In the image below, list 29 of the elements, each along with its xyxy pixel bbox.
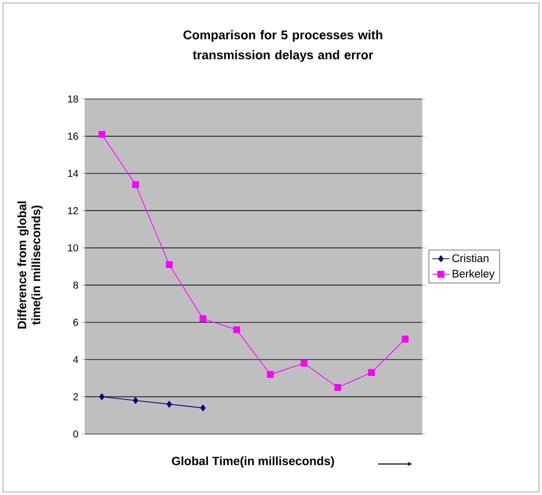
point	[200, 315, 206, 322]
point	[334, 384, 342, 391]
y-tick-label: 18	[68, 95, 78, 103]
point	[166, 400, 172, 408]
point	[300, 360, 308, 367]
chart-title: Comparison for 5 processes with transmission delays and error	[183, 30, 382, 62]
point	[266, 371, 274, 378]
y-tick-label: 16	[68, 132, 78, 140]
y-tick-label: 8	[73, 282, 78, 289]
y-tick-label: 4	[73, 356, 78, 363]
y-tick-label: 2	[73, 393, 78, 400]
y-tick-label: 10	[68, 244, 78, 252]
x-axis-title: Global Time(in milliseconds)	[172, 456, 334, 468]
legend-label: Cristian	[452, 254, 488, 262]
point	[98, 130, 106, 138]
point	[132, 181, 139, 188]
point	[132, 397, 138, 404]
legend-label: Berkeley	[452, 269, 495, 280]
point	[200, 404, 206, 412]
y-axis-title: Difference from global time(in milliseconds)	[17, 202, 43, 329]
y-tick-label: 6	[73, 318, 78, 326]
point	[233, 326, 240, 334]
point	[99, 393, 104, 400]
point	[368, 369, 375, 376]
point	[166, 261, 173, 268]
y-tick-label: 12	[68, 207, 78, 214]
y-tick-label: 14	[68, 170, 78, 177]
point	[402, 336, 409, 342]
y-tick-label: 0	[73, 430, 78, 438]
